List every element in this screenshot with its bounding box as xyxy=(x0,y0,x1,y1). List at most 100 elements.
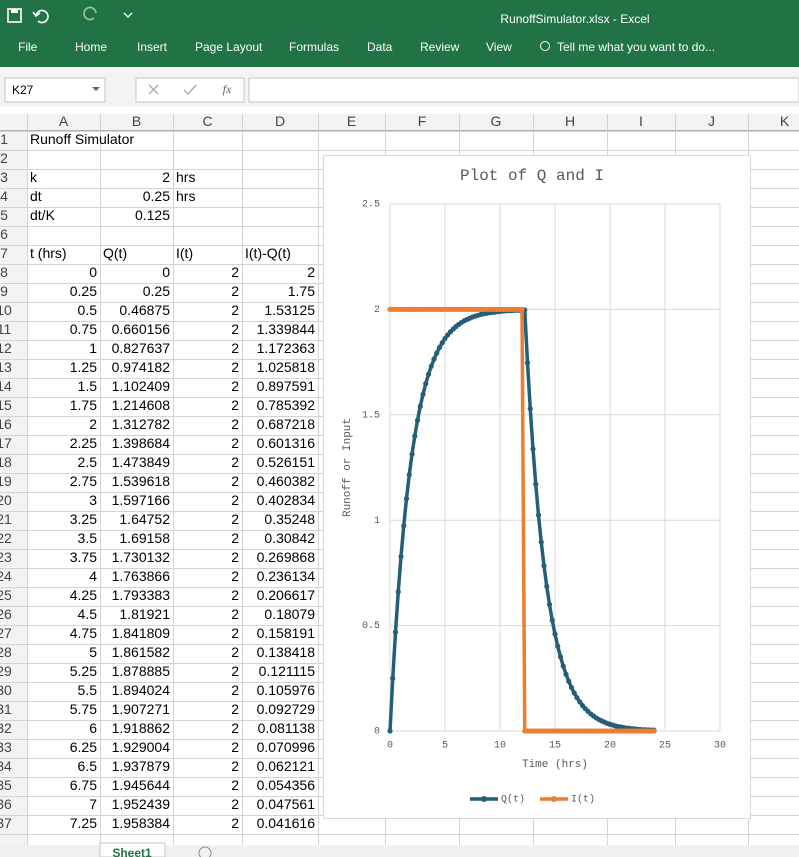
row-header[interactable]: 19 xyxy=(0,473,12,489)
redo-icon[interactable] xyxy=(83,6,97,21)
cell[interactable]: I(t) xyxy=(176,245,193,261)
cell[interactable]: 7 xyxy=(89,796,97,812)
row-header[interactable]: 24 xyxy=(0,568,12,584)
column-header[interactable]: I xyxy=(639,113,643,129)
cell[interactable]: 2.25 xyxy=(70,435,97,451)
row-header[interactable]: 32 xyxy=(0,720,12,736)
cell[interactable]: 0.138418 xyxy=(257,644,316,660)
cell[interactable]: 1.64752 xyxy=(119,511,170,527)
cell[interactable]: 2 xyxy=(231,568,239,584)
cell[interactable]: 0.25 xyxy=(143,188,170,204)
cell[interactable]: 3.5 xyxy=(78,530,98,546)
row-header[interactable]: 21 xyxy=(0,511,12,527)
row-header[interactable]: 5 xyxy=(0,207,8,223)
column-header[interactable]: G xyxy=(491,113,502,129)
cell[interactable]: 3.75 xyxy=(70,549,97,565)
cell[interactable]: 2 xyxy=(231,644,239,660)
row-header[interactable]: 37 xyxy=(0,815,12,831)
cell[interactable]: 2 xyxy=(231,720,239,736)
column-header[interactable]: H xyxy=(565,113,575,129)
row-header[interactable]: 10 xyxy=(0,302,12,318)
row-header[interactable]: 33 xyxy=(0,739,12,755)
cell[interactable]: 1.5 xyxy=(78,378,98,394)
column-header[interactable]: B xyxy=(132,113,141,129)
cell[interactable]: 2 xyxy=(231,378,239,394)
row-header[interactable]: 12 xyxy=(0,340,12,356)
ribbon-tab[interactable]: File xyxy=(18,40,38,54)
cell[interactable]: 2 xyxy=(231,815,239,831)
cell[interactable]: 4.5 xyxy=(78,606,98,622)
column-header[interactable]: D xyxy=(275,113,285,129)
cell[interactable]: 2 xyxy=(231,758,239,774)
cell[interactable]: 0.054356 xyxy=(257,777,316,793)
formula-input[interactable] xyxy=(248,77,799,103)
tell-me[interactable]: Tell me what you want to do... xyxy=(557,40,715,54)
cell[interactable]: 0.070996 xyxy=(257,739,316,755)
cell[interactable]: 1.214608 xyxy=(112,397,171,413)
cell[interactable]: 2 xyxy=(231,701,239,717)
cell[interactable]: 2.5 xyxy=(78,454,98,470)
name-box-arrow[interactable] xyxy=(92,87,100,91)
sheet-tab[interactable] xyxy=(99,842,166,857)
cell[interactable]: 2 xyxy=(231,511,239,527)
row-header[interactable]: 2 xyxy=(0,150,8,166)
cell[interactable]: 0.269868 xyxy=(257,549,316,565)
cell[interactable]: 5 xyxy=(89,644,97,660)
cell[interactable]: 0.402834 xyxy=(257,492,316,508)
cell[interactable]: 2 xyxy=(231,587,239,603)
cell[interactable]: 2 xyxy=(231,454,239,470)
row-header[interactable]: 23 xyxy=(0,549,12,565)
row-header[interactable]: 25 xyxy=(0,587,12,603)
row-header[interactable]: 26 xyxy=(0,606,12,622)
row-header[interactable]: 14 xyxy=(0,378,12,394)
column-header[interactable]: J xyxy=(708,113,715,129)
ribbon-tab[interactable]: Formulas xyxy=(289,40,339,54)
column-header[interactable]: C xyxy=(202,113,212,129)
row-header[interactable]: 31 xyxy=(0,701,12,717)
cell[interactable]: 6.75 xyxy=(70,777,97,793)
row-header[interactable]: 29 xyxy=(0,663,12,679)
cell[interactable]: 1.841809 xyxy=(112,625,171,641)
cell[interactable]: 0.047561 xyxy=(257,796,316,812)
column-header[interactable]: F xyxy=(418,113,427,129)
sheet-tab-label[interactable]: Sheet1 xyxy=(112,846,152,857)
cell[interactable]: 0.30842 xyxy=(264,530,315,546)
cell[interactable]: 0.526151 xyxy=(257,454,316,470)
cell[interactable]: 0 xyxy=(162,264,170,280)
column-header[interactable]: E xyxy=(347,113,356,129)
cell[interactable]: 6.5 xyxy=(78,758,98,774)
cell[interactable]: 1.75 xyxy=(70,397,97,413)
cell[interactable]: 0.236134 xyxy=(257,568,316,584)
cell[interactable]: 1.025818 xyxy=(257,359,316,375)
cell[interactable]: 2 xyxy=(231,530,239,546)
column-header[interactable]: A xyxy=(59,113,69,129)
cell[interactable]: k xyxy=(30,169,38,185)
cell[interactable]: 5.75 xyxy=(70,701,97,717)
cell[interactable]: 2 xyxy=(231,416,239,432)
cell[interactable]: 1.929004 xyxy=(112,739,171,755)
cell[interactable]: t (hrs) xyxy=(30,245,67,261)
cell[interactable]: 1.172363 xyxy=(257,340,316,356)
cell[interactable]: 0.105976 xyxy=(257,682,316,698)
cell[interactable]: 1.907271 xyxy=(112,701,171,717)
cell[interactable]: 2 xyxy=(231,625,239,641)
cell[interactable]: 1.398684 xyxy=(112,435,171,451)
cell[interactable]: 6.25 xyxy=(70,739,97,755)
cell[interactable]: 1.473849 xyxy=(112,454,171,470)
cell[interactable]: 1.918862 xyxy=(112,720,171,736)
cell[interactable]: 0.460382 xyxy=(257,473,316,489)
cell[interactable]: 2 xyxy=(231,435,239,451)
ribbon-tab[interactable]: Review xyxy=(420,40,460,54)
cell[interactable]: 2 xyxy=(231,739,239,755)
cell[interactable]: 1.312782 xyxy=(112,416,171,432)
row-header[interactable]: 6 xyxy=(0,226,8,242)
cell[interactable]: 0.46875 xyxy=(119,302,170,318)
cell[interactable]: 2 xyxy=(231,796,239,812)
cell[interactable]: 0.125 xyxy=(135,207,170,223)
row-header[interactable]: 30 xyxy=(0,682,12,698)
cell[interactable]: 0.897591 xyxy=(257,378,316,394)
cell[interactable]: 0.687218 xyxy=(257,416,316,432)
row-header[interactable]: 1 xyxy=(0,131,8,147)
cell[interactable]: 6 xyxy=(89,720,97,736)
row-header[interactable]: 35 xyxy=(0,777,12,793)
